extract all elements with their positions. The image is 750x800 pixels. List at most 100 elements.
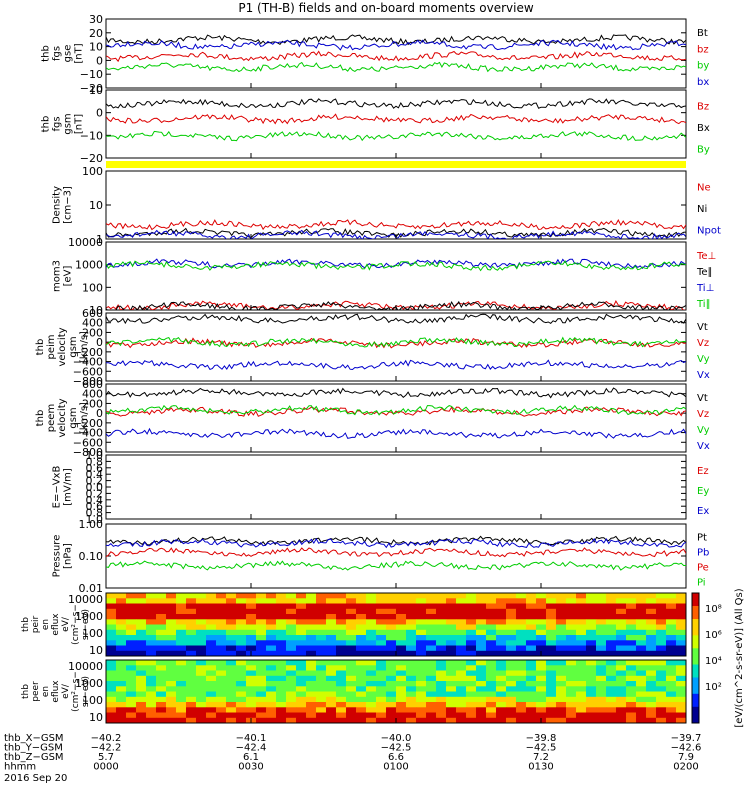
spectro-cell	[126, 712, 137, 718]
spectro-cell	[426, 712, 437, 718]
spectro-cell	[196, 619, 207, 625]
spectro-cell	[606, 635, 617, 641]
spectro-cell	[186, 598, 197, 604]
spectro-cell	[106, 681, 117, 687]
spectro-cell	[456, 614, 467, 620]
spectro-cell	[236, 608, 247, 615]
spectro-cell	[616, 645, 627, 651]
y-tick-label: 0.6	[86, 500, 104, 513]
colorbar-step	[692, 710, 699, 714]
spectro-cell	[406, 681, 417, 687]
spectro-cell	[326, 650, 337, 657]
spectro-cell	[666, 712, 677, 718]
y-tick-label: 20	[89, 27, 103, 40]
spectro-cell	[616, 635, 627, 641]
spectro-cell	[666, 629, 677, 636]
y-tick-label: 0.8	[86, 455, 104, 468]
spectro-cell	[536, 675, 547, 682]
spectro-cell	[426, 593, 437, 599]
spectro-cell	[276, 707, 287, 713]
spectro-cell	[616, 675, 627, 682]
y-axis-label: peir	[31, 615, 41, 633]
spectro-cell	[226, 645, 237, 651]
spectro-cell	[576, 593, 587, 599]
legend-Ez: Ez	[697, 466, 709, 477]
spectro-cell	[476, 702, 487, 708]
spectro-cell	[566, 691, 577, 697]
spectro-cell	[466, 645, 477, 651]
spectro-cell	[526, 603, 537, 609]
spectro-cell	[466, 635, 477, 641]
spectro-cell	[346, 619, 357, 625]
spectro-cell	[176, 717, 187, 724]
y-tick-label: 0.2	[86, 475, 104, 488]
spectro-cell	[436, 624, 447, 630]
spectro-cell	[266, 702, 277, 708]
spectro-cell	[406, 707, 417, 713]
spectro-cell	[606, 660, 617, 666]
spectro-cell	[196, 624, 207, 630]
legend-Pe: Pe	[697, 563, 709, 574]
series-Vz	[106, 337, 686, 349]
spectro-cell	[286, 608, 297, 615]
colorbar-step	[692, 713, 699, 717]
spectro-cell	[416, 603, 427, 609]
spectro-cell	[566, 629, 577, 636]
spectro-cell	[336, 707, 347, 713]
series-Bt	[106, 34, 686, 46]
spectro-cell	[376, 681, 387, 687]
spectro-cell	[616, 686, 627, 692]
spectro-cell	[386, 681, 397, 687]
spectro-cell	[376, 670, 387, 676]
spectro-cell	[476, 603, 487, 609]
spectro-cell	[366, 712, 377, 718]
colorbar-step	[692, 690, 699, 694]
spectro-cell	[496, 619, 507, 625]
spectro-cell	[166, 681, 177, 687]
spectro-cell	[166, 696, 177, 703]
spectro-cell	[176, 686, 187, 692]
spectro-cell	[636, 681, 647, 687]
spectro-cell	[386, 717, 397, 724]
spectro-cell	[666, 681, 677, 687]
spectro-cell	[326, 608, 337, 615]
spectro-cell	[446, 660, 457, 666]
spectro-cell	[346, 660, 357, 666]
y-axis-label: (cm²−s−	[71, 604, 81, 645]
spectro-cell	[406, 660, 417, 666]
spectro-cell	[416, 614, 427, 620]
spectro-cell	[376, 717, 387, 724]
spectro-cell	[476, 619, 487, 625]
spectro-cell	[476, 598, 487, 604]
spectro-cell	[336, 712, 347, 718]
spectro-cell	[166, 686, 177, 692]
spectro-cell	[526, 675, 537, 682]
spectro-cell	[446, 702, 457, 708]
spectro-cell	[226, 707, 237, 713]
spectro-cell	[256, 624, 267, 630]
spectro-cell	[526, 640, 537, 646]
spectro-cell	[416, 670, 427, 676]
spectro-cell	[436, 614, 447, 620]
spectro-cell	[456, 624, 467, 630]
spectro-cell	[646, 598, 657, 604]
spectro-cell	[606, 640, 617, 646]
spectro-cell	[266, 629, 277, 636]
spectro-cell	[156, 712, 167, 718]
spectro-cell	[386, 660, 397, 666]
spectro-cell	[136, 660, 147, 666]
legend-Pi: Pi	[697, 578, 706, 589]
spectro-cell	[566, 681, 577, 687]
x-row-value: −42.6	[671, 743, 702, 754]
spectro-cell	[346, 598, 357, 604]
spectro-cell	[106, 614, 117, 620]
spectro-cell	[266, 681, 277, 687]
spectro-cell	[226, 691, 237, 697]
spectro-cell	[506, 614, 517, 620]
spectro-cell	[296, 624, 307, 630]
spectro-cell	[586, 707, 597, 713]
spectro-cell	[436, 640, 447, 646]
spectro-cell	[626, 691, 637, 697]
